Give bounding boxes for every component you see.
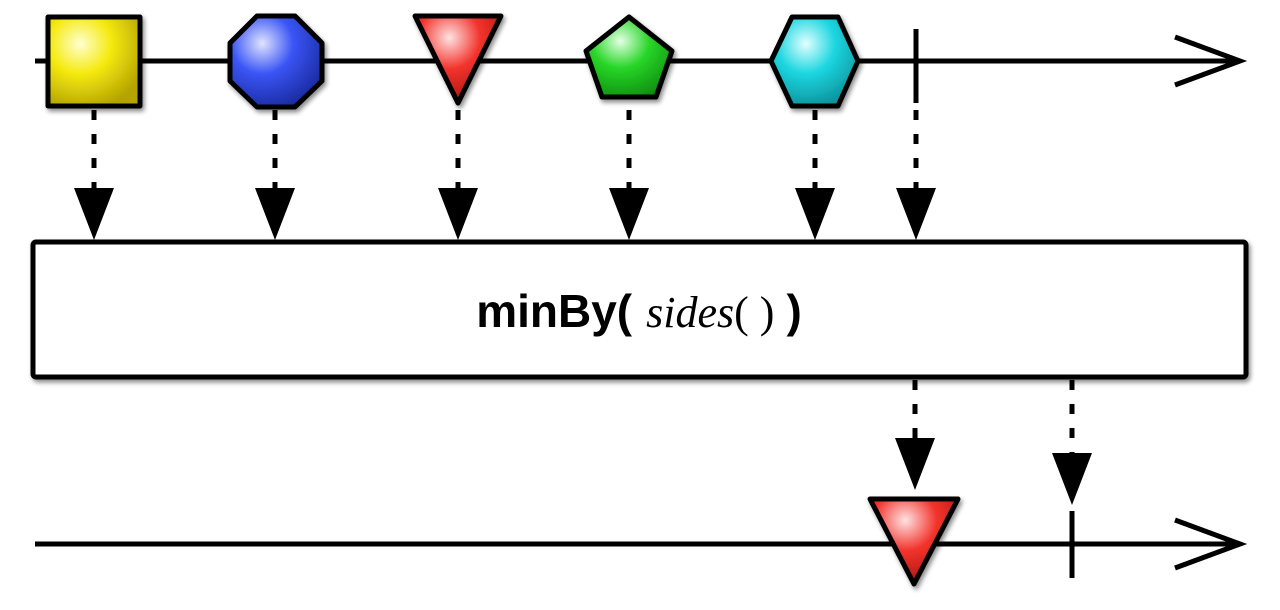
output-connectors [895,380,1092,505]
red-triangle-icon [867,496,961,587]
operator-name: minBy( [476,285,633,337]
result-timeline [35,496,1248,587]
operator-label: minBy( sides( )) [476,285,802,337]
connector-arrow [896,110,936,240]
red-triangle-icon [412,13,504,106]
result-timeline-arrowhead [1174,517,1248,571]
connector-arrow [609,110,649,240]
blue-octagon-icon [227,13,325,110]
green-pentagon-icon [583,14,675,100]
connector-arrow [255,110,295,240]
operator-box: minBy( sides( )) [30,239,1249,380]
source-timeline-arrowhead [1174,34,1248,88]
input-connectors [74,110,936,240]
connector-arrow [1052,380,1092,505]
operator-close: ) [786,285,801,337]
connector-arrow [795,110,835,240]
yellow-square-icon [45,14,143,109]
connector-arrow [438,110,478,240]
operator-arg: sides [646,288,734,337]
connector-arrow [74,110,114,240]
cyan-hexagon-icon [768,14,861,109]
connector-arrow [895,380,935,490]
source-items [45,13,861,110]
operator-arg-parens: ( ) [734,288,774,337]
